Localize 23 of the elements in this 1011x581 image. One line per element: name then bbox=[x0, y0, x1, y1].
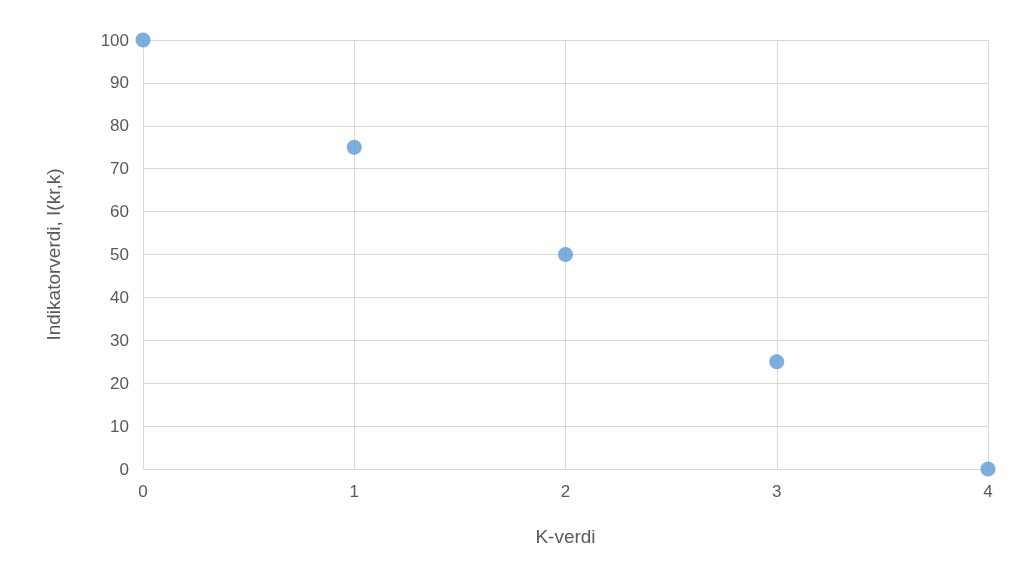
y-axis-title: Indikatorverdi, I(kr,k) bbox=[43, 168, 64, 341]
y-tick-label: 70 bbox=[110, 159, 129, 179]
y-tick-label: 100 bbox=[100, 30, 129, 50]
y-tick-label: 40 bbox=[110, 287, 129, 307]
y-tick-label: 20 bbox=[110, 373, 129, 393]
point bbox=[135, 32, 151, 48]
y-tick-label: 50 bbox=[110, 245, 129, 264]
x-tick-label: 3 bbox=[772, 482, 782, 501]
y-tick-label: 80 bbox=[110, 116, 129, 136]
point bbox=[346, 139, 362, 155]
x-tick-label: 2 bbox=[560, 482, 571, 501]
y-tick-label: 30 bbox=[110, 330, 129, 350]
point bbox=[980, 461, 996, 477]
x-tick-label: 4 bbox=[983, 482, 993, 501]
point bbox=[558, 247, 573, 262]
y-tick-label: 10 bbox=[110, 416, 129, 436]
x-tick-label: 1 bbox=[349, 482, 359, 501]
y-tick-label: 0 bbox=[119, 459, 129, 479]
y-tick-label: 90 bbox=[110, 73, 129, 93]
x-tick-label: 0 bbox=[138, 482, 148, 501]
y-tick-label: 60 bbox=[110, 202, 129, 222]
x-axis-title: K-verdi bbox=[535, 526, 596, 547]
point bbox=[769, 354, 785, 370]
